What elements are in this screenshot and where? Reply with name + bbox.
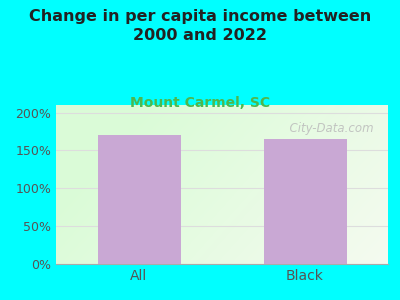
Text: Change in per capita income between
2000 and 2022: Change in per capita income between 2000… [29,9,371,43]
Text: City-Data.com: City-Data.com [282,122,373,135]
Text: Mount Carmel, SC: Mount Carmel, SC [130,96,270,110]
Bar [98,135,180,264]
Bar [264,139,346,264]
